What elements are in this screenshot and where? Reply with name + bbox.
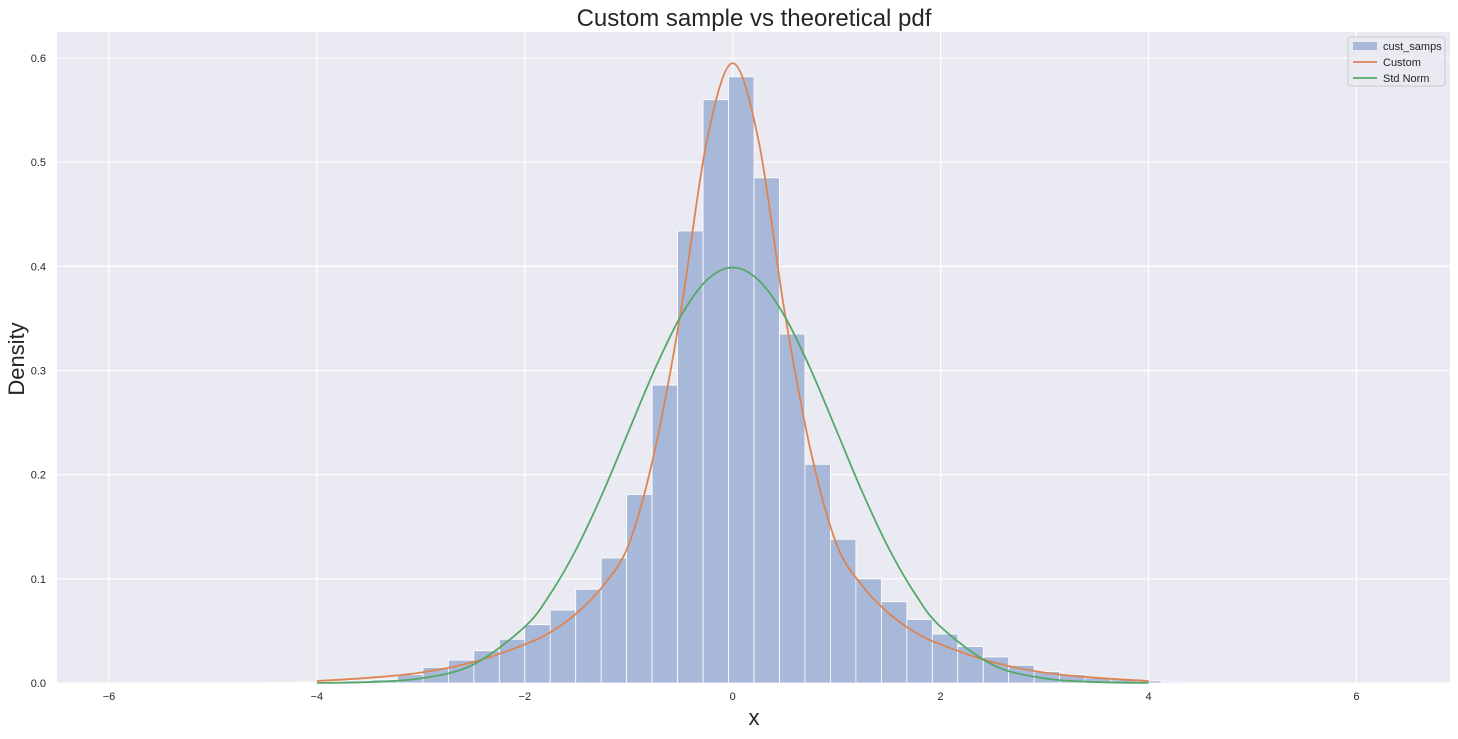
legend-label: cust_samps [1383,41,1442,53]
custom-series-line [316,62,1149,682]
legend-label: Custom [1383,57,1421,69]
y-tick-label: 0.1 [31,574,46,586]
y-tick-label: 0.4 [31,261,46,273]
x-tick-label: −6 [103,691,116,703]
x-tick-label: 2 [938,691,944,703]
std-norm-series-line [316,266,1149,684]
x-tick-label: −2 [519,691,532,703]
histogram-bar [728,76,755,684]
tick-labels: −6 −4 −2 0 2 4 6 0.0 0.1 0.2 0.3 0.4 0.5 0.6 [31,53,1360,703]
x-tick-label: 0 [730,691,736,703]
x-axis-label: x [749,705,760,730]
histogram-bar [549,609,577,684]
histogram-bar [880,601,908,684]
histogram-bar [702,99,729,684]
y-tick-label: 0.3 [31,366,46,378]
histogram-bar [1161,681,1188,684]
histogram-bar [779,333,806,684]
y-tick-label: 0.6 [31,53,46,65]
y-tick-label: 0.5 [31,157,46,169]
histogram-bars [269,76,1188,684]
x-tick-label: 6 [1353,691,1359,703]
histogram-bar [830,538,857,684]
y-tick-label: 0.2 [31,470,46,482]
chart-title: Custom sample vs theoretical pdf [577,5,932,32]
histogram-bar [931,633,959,684]
x-tick-label: −4 [311,691,324,703]
series-lines [316,62,1149,684]
legend-swatch-histogram [1353,42,1377,50]
y-tick-label: 0.0 [31,678,46,690]
legend-label: Std Norm [1383,73,1429,85]
histogram-bar [804,463,831,684]
histogram-bar [575,588,602,684]
histogram-bar [524,624,551,684]
legend: cust_samps Custom Std Norm [1347,36,1446,87]
x-tick-label: 4 [1145,691,1151,703]
histogram-bar [855,578,882,684]
histogram-bar [677,230,704,684]
y-axis-label: Density [4,322,29,395]
histogram-bar [626,494,653,684]
histogram-bar [600,557,628,684]
histogram-bar [269,682,296,684]
histogram-bar [651,384,679,684]
